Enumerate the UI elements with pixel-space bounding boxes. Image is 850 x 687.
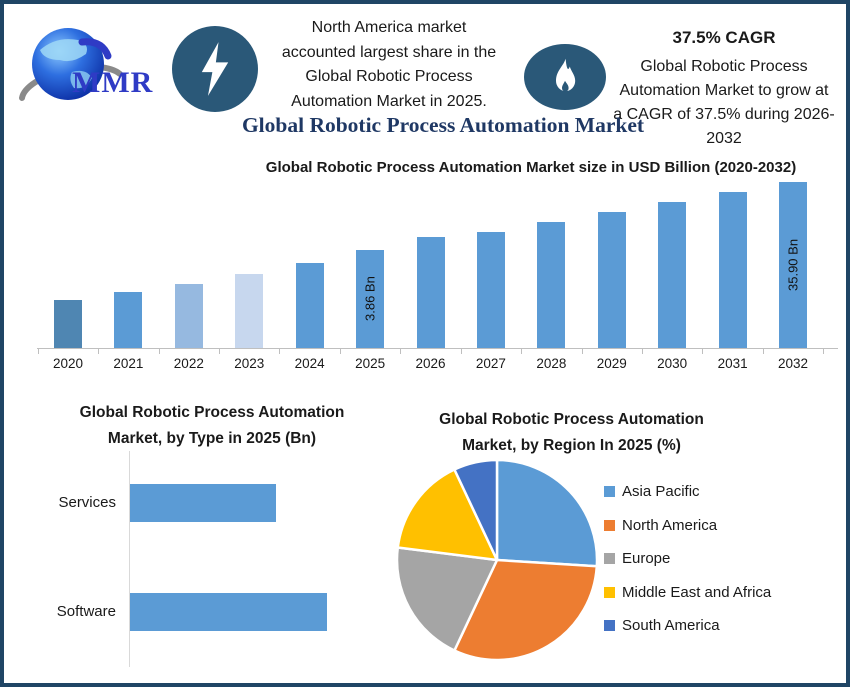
- bar-2030: [658, 202, 687, 348]
- legend-swatch-icon: [604, 587, 615, 598]
- x-axis-label-2022: 2022: [173, 356, 204, 371]
- bar-2025: [356, 250, 385, 348]
- x-axis-label-2027: 2027: [475, 356, 506, 371]
- bar-value-label-2032: 35.90 Bn: [785, 238, 801, 292]
- region-pie-chart: [395, 458, 599, 662]
- x-axis-tick: [581, 349, 583, 354]
- x-axis-line: [37, 348, 838, 349]
- legend-item-europe: Europe: [604, 550, 670, 567]
- bar-2024: [295, 263, 324, 348]
- legend-label: South America: [622, 617, 720, 634]
- x-axis-tick: [702, 349, 704, 354]
- x-axis-label-2020: 2020: [52, 356, 84, 371]
- x-axis-label-2026: 2026: [415, 356, 446, 371]
- services-bar: [130, 484, 276, 522]
- x-axis-tick: [219, 349, 221, 354]
- right-callout: 37.5% CAGR Global Robotic Process Automa…: [602, 28, 846, 151]
- legend-item-north-america: North America: [604, 517, 717, 534]
- flame-badge: [524, 44, 606, 110]
- bar-2020: [54, 300, 82, 348]
- left-callout-text: North America market accounted largest s…: [281, 19, 497, 110]
- type-chart-axis-line: [129, 451, 130, 667]
- bar-2029: [597, 212, 626, 348]
- bar-2026: [416, 237, 445, 348]
- x-axis-tick: [521, 349, 523, 354]
- services-bar-label: Services: [58, 494, 116, 511]
- x-axis-tick: [98, 349, 100, 354]
- x-axis-tick: [339, 349, 341, 354]
- legend-label: Middle East and Africa: [622, 584, 772, 601]
- bar-2027: [476, 232, 505, 348]
- bar-2031: [718, 192, 747, 348]
- bar-chart-plot: 3.86 Bn 35.90 Bn: [4, 174, 846, 348]
- legend-label: Europe: [622, 550, 671, 567]
- x-axis-label-2023: 2023: [234, 356, 265, 371]
- bar-2023: [235, 274, 264, 348]
- pie-slice-north-america: [453, 558, 599, 662]
- x-axis-label-2028: 2028: [536, 356, 567, 371]
- pie-slice-south-america: [453, 458, 499, 562]
- software-bar-label: Software: [56, 603, 116, 620]
- bar-2032: [779, 182, 808, 348]
- legend-item-middle-east-and-africa: Middle East and Africa: [604, 584, 771, 601]
- legend-label: North America: [622, 517, 718, 534]
- x-axis-label-2030: 2030: [657, 356, 688, 371]
- x-axis-tick: [823, 349, 825, 354]
- legend-item-asia-pacific: Asia Pacific: [604, 483, 700, 500]
- x-axis-tick: [37, 349, 39, 354]
- x-axis-label-2029: 2029: [596, 356, 627, 371]
- legend-swatch-icon: [604, 620, 615, 631]
- x-axis-label-2031: 2031: [717, 356, 748, 371]
- bar-chart-title: Global Robotic Process Automation Market…: [265, 159, 797, 176]
- x-axis-tick: [642, 349, 643, 354]
- legend-label: Asia Pacific: [622, 483, 700, 500]
- bar-value-label-2025: 3.86 Bn: [362, 276, 378, 322]
- page-title: Global Robotic Process Automation Market: [241, 113, 645, 137]
- bar-2022: [174, 284, 203, 348]
- x-axis-tick: [400, 349, 402, 354]
- legend-swatch-icon: [604, 520, 615, 531]
- globe-logo-icon: [19, 28, 123, 101]
- x-axis-label-2032: 2032: [778, 356, 809, 371]
- pie-slice-europe: [395, 546, 499, 652]
- legend-swatch-icon: [604, 486, 615, 497]
- x-axis-tick: [460, 349, 462, 354]
- legend-swatch-icon: [604, 553, 615, 564]
- cagr-body-text: Global Robotic Process Automation Market…: [613, 58, 835, 147]
- x-axis-label-2021: 2021: [113, 356, 144, 371]
- bar-2021: [114, 292, 143, 348]
- cagr-heading: 37.5% CAGR: [672, 28, 776, 47]
- legend-item-south-america: South America: [604, 617, 720, 634]
- x-axis-label-2024: 2024: [294, 356, 325, 371]
- mmr-logo: MMR: [16, 22, 168, 114]
- flame-icon: [556, 58, 576, 92]
- x-axis-tick: [279, 349, 281, 354]
- pie-slice-asia-pacific: [495, 458, 599, 568]
- x-axis-tick: [158, 349, 160, 354]
- lightning-icon: [201, 42, 229, 96]
- software-bar: [130, 593, 327, 631]
- x-axis-tick: [762, 349, 764, 354]
- mmr-logo-text: MMR: [72, 66, 154, 99]
- x-axis-label-2025: 2025: [355, 356, 386, 371]
- bar-2028: [537, 222, 566, 348]
- type-chart-title: Global Robotic Process Automation Market…: [79, 404, 345, 447]
- pie-slice-middle-east-and-africa: [396, 468, 499, 562]
- region-chart-title: Global Robotic Process Automation Market…: [439, 411, 704, 454]
- lightning-badge: [172, 26, 258, 112]
